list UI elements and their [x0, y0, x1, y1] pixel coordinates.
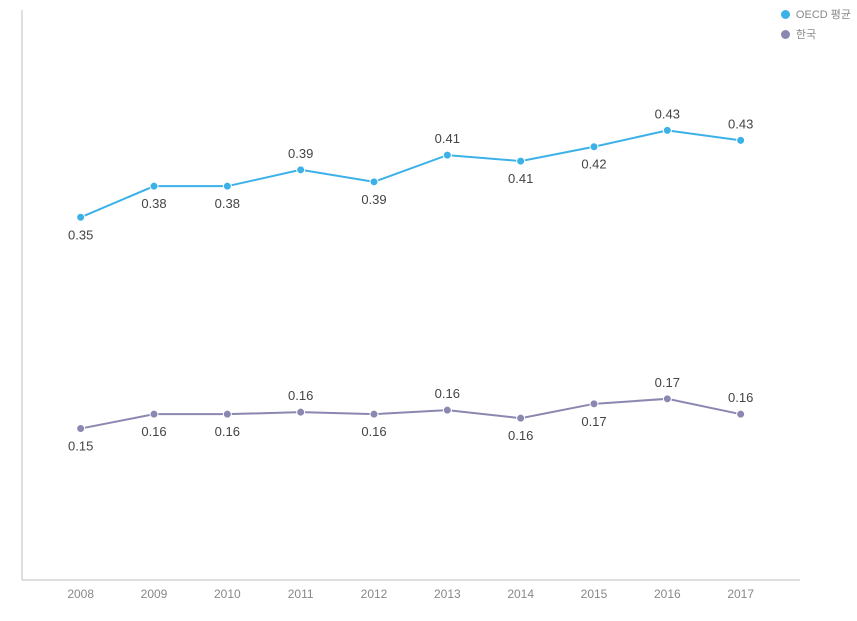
- value-label: 0.42: [581, 157, 606, 172]
- legend-item: OECD 평균: [781, 6, 851, 22]
- legend-item: 한국: [781, 26, 851, 42]
- data-point: [370, 178, 378, 186]
- value-label: 0.39: [288, 146, 313, 161]
- data-point: [737, 410, 745, 418]
- value-label: 0.43: [655, 106, 680, 121]
- legend-swatch: [781, 10, 790, 19]
- x-tick-label: 2012: [361, 587, 388, 601]
- line-chart: 2008 2009 2010 2011 2012 2013 2014 2015 2016 2017…: [0, 0, 857, 621]
- data-point: [150, 410, 158, 418]
- data-point: [663, 126, 671, 134]
- value-label: 0.16: [215, 424, 240, 439]
- data-point: [223, 410, 231, 418]
- value-label: 0.16: [435, 386, 460, 401]
- value-label: 0.39: [361, 192, 386, 207]
- legend-swatch: [781, 30, 790, 39]
- data-point: [370, 410, 378, 418]
- data-point: [590, 400, 598, 408]
- x-tick-label: 2011: [288, 587, 314, 601]
- legend-label: 한국: [796, 26, 816, 42]
- value-label: 0.15: [68, 439, 93, 454]
- data-point: [297, 166, 305, 174]
- x-tick-label: 2013: [434, 587, 461, 601]
- x-tick-label: 2014: [507, 587, 534, 601]
- data-point: [737, 136, 745, 144]
- data-point: [443, 406, 451, 414]
- value-label: 0.17: [581, 414, 606, 429]
- value-label: 0.38: [141, 196, 166, 211]
- data-point: [517, 157, 525, 165]
- x-tick-label: 2015: [581, 587, 608, 601]
- data-point: [590, 143, 598, 151]
- data-point: [517, 414, 525, 422]
- x-tick-label: 2008: [67, 587, 94, 601]
- value-label: 0.17: [655, 375, 680, 390]
- x-tick-label: 2009: [141, 587, 168, 601]
- data-point: [77, 425, 85, 433]
- data-point: [77, 213, 85, 221]
- data-point: [297, 408, 305, 416]
- value-label: 0.43: [728, 116, 753, 131]
- value-label: 0.16: [288, 388, 313, 403]
- value-label: 0.16: [728, 390, 753, 405]
- value-label: 0.16: [508, 428, 533, 443]
- x-tick-label: 2016: [654, 587, 681, 601]
- legend: OECD 평균한국: [781, 6, 851, 46]
- x-tick-label: 2010: [214, 587, 241, 601]
- chart-container: 2008 2009 2010 2011 2012 2013 2014 2015 2016 2017…: [0, 0, 857, 621]
- data-point: [223, 182, 231, 190]
- value-label: 0.16: [361, 424, 386, 439]
- value-label: 0.41: [508, 171, 533, 186]
- value-label: 0.35: [68, 227, 93, 242]
- data-point: [150, 182, 158, 190]
- data-point: [443, 151, 451, 159]
- data-point: [663, 395, 671, 403]
- value-label: 0.41: [435, 131, 460, 146]
- x-tick-label: 2017: [727, 587, 754, 601]
- legend-label: OECD 평균: [796, 6, 851, 22]
- value-label: 0.38: [215, 196, 240, 211]
- chart-bg: [0, 0, 857, 621]
- value-label: 0.16: [141, 424, 166, 439]
